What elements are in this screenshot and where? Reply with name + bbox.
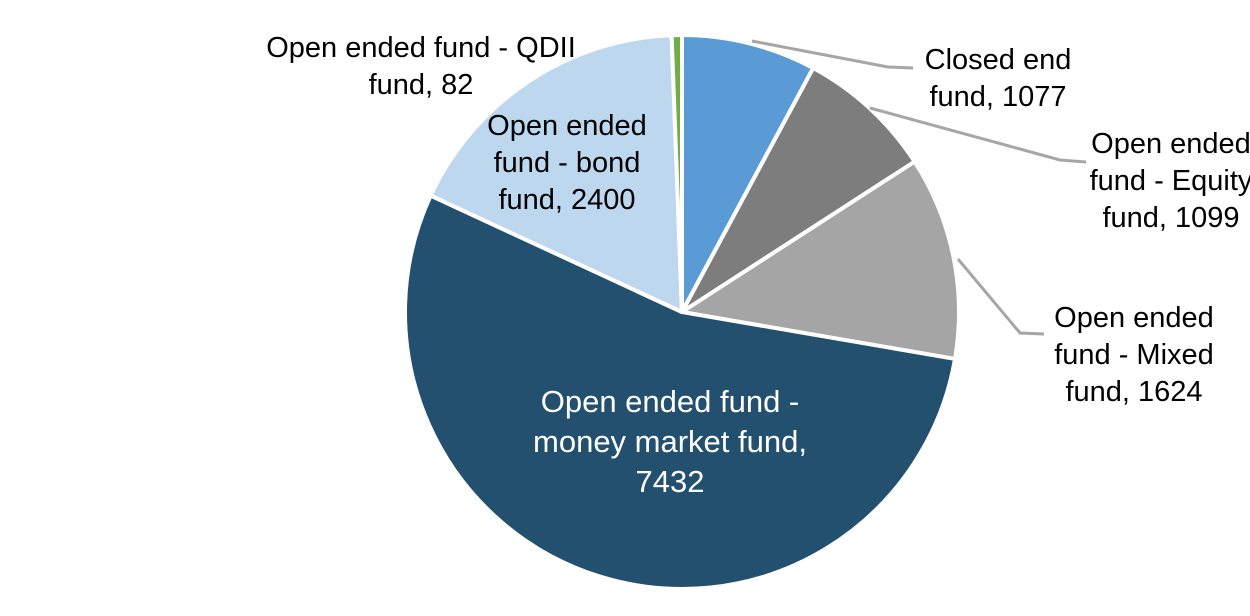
data-label-line: Closed end [924, 44, 1072, 76]
pie-slice-1 [680, 33, 816, 314]
data-label-line: money market fund, [533, 424, 807, 459]
data-label-line: fund, 2400 [498, 184, 636, 216]
data-label-money-market-fund: Open ended fund - money market fund, 743… [533, 382, 807, 502]
data-label-equity-fund: Open ended fund - Equity fund, 1099 [1090, 126, 1250, 237]
data-label-line: 7432 [635, 464, 705, 499]
pie-slice-4 [403, 193, 957, 591]
leader-line-mixed-fund [956, 258, 1045, 336]
data-label-line: fund, 1624 [1065, 376, 1203, 408]
data-label-line: fund - bond [493, 147, 641, 179]
data-label-line: fund - Mixed [1054, 339, 1214, 371]
data-label-line: fund, 82 [368, 69, 474, 101]
leader-line-closed-end-fund [751, 39, 914, 70]
data-label-closed-end-fund: Closed end fund, 1077 [925, 42, 1072, 116]
leader-line-equity-fund [869, 106, 1087, 164]
pie-slice-2 [680, 66, 917, 314]
data-label-line: Open ended fund - QDII [266, 32, 576, 64]
data-label-line: fund - Equity [1089, 165, 1250, 197]
leader-lines [751, 39, 1087, 336]
pie-slice-3 [680, 159, 961, 361]
pie-chart-plot-area [403, 33, 1087, 591]
data-label-line: fund, 1077 [929, 81, 1067, 113]
data-label-mixed-fund: Open ended fund - Mixed fund, 1624 [1054, 300, 1214, 411]
data-label-line: Open ended [487, 110, 647, 142]
data-label-line: fund, 1099 [1102, 202, 1240, 234]
data-label-line: Open ended fund - [540, 384, 800, 419]
data-label-line: Open ended [1091, 128, 1250, 160]
pie-slices [403, 33, 961, 591]
pie-chart: Closed end fund, 1077 Open ended fund - … [40, 16, 1250, 600]
data-label-qdii-fund: Open ended fund - QDII fund, 82 [266, 30, 576, 104]
data-label-line: Open ended [1054, 302, 1214, 334]
data-label-bond-fund: Open ended fund - bond fund, 2400 [487, 108, 647, 219]
pie-slice-5 [428, 33, 684, 314]
pie-slice-6 [669, 33, 684, 314]
